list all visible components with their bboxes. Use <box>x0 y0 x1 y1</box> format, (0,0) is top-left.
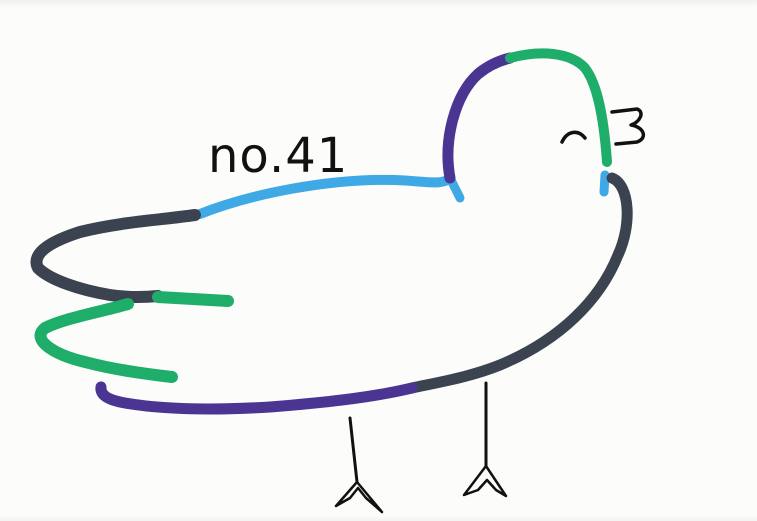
head-stroke-green <box>505 48 612 167</box>
paper-edge-bottom <box>0 515 757 521</box>
right-foot <box>462 464 508 498</box>
chest-stroke-charcoal <box>406 172 633 394</box>
back-stroke-blue <box>195 173 455 219</box>
neck-tick-blue <box>446 175 465 203</box>
left-foot <box>334 480 384 514</box>
neck-stroke-purple <box>442 52 516 184</box>
tail-upper-tip-green <box>152 291 234 307</box>
tail-upper-charcoal <box>30 209 201 303</box>
eye-mark <box>560 130 587 144</box>
throat-tick-blue <box>599 170 610 197</box>
left-leg <box>348 416 359 484</box>
beak-mark <box>610 107 646 146</box>
tail-lower-green <box>34 298 178 383</box>
paper-edge-top <box>0 0 757 8</box>
belly-stroke-purple <box>95 381 418 415</box>
drawing-label: no.41 <box>208 128 348 184</box>
